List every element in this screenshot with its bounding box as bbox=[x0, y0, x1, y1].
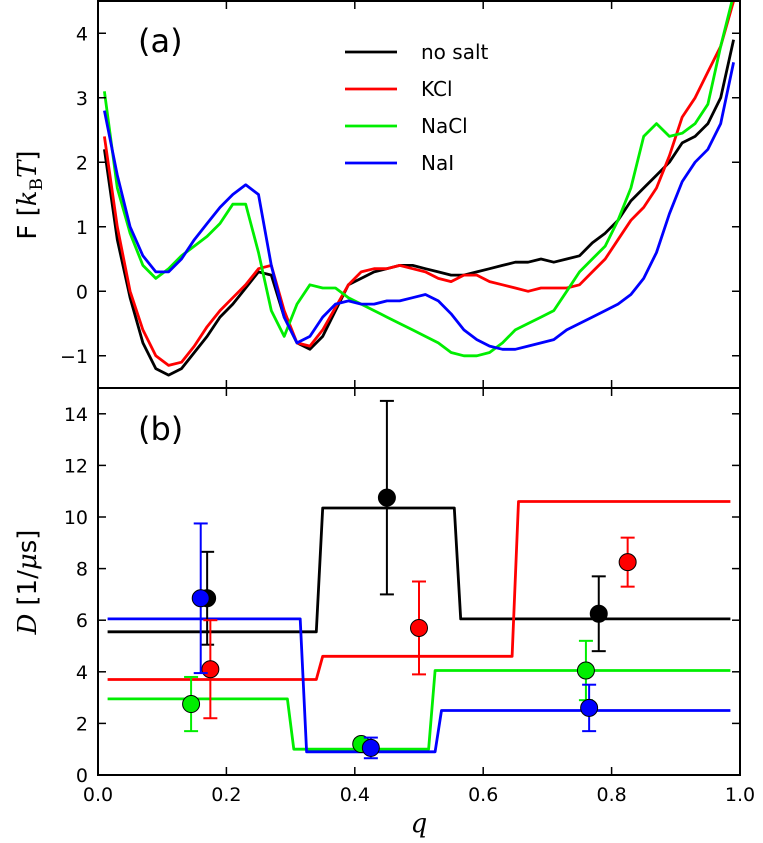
point-marker bbox=[377, 488, 396, 507]
panel-b-ylabel-mu: μ bbox=[13, 553, 43, 570]
b-ytick-label: 8 bbox=[76, 559, 88, 581]
panel-b-ylabel-unit: s] bbox=[13, 530, 43, 554]
data-point-nai bbox=[361, 736, 380, 760]
panel-b-label: (b) bbox=[138, 410, 183, 448]
point-marker bbox=[182, 695, 201, 714]
panel-b-points bbox=[182, 399, 637, 760]
panel-a-free-energy: −1 0 1 2 3 4 (a) F [kBT] no salt KCl NaCl NaI bbox=[13, 0, 741, 389]
data-point-kcl bbox=[618, 536, 637, 588]
b-ytick-label: 6 bbox=[76, 610, 88, 632]
point-marker bbox=[191, 589, 210, 608]
b-ytick-label: 12 bbox=[64, 455, 88, 477]
panel-a-ylabel-close: ] bbox=[13, 150, 43, 160]
data-point-no-salt bbox=[589, 575, 608, 653]
panel-b-series bbox=[107, 500, 731, 754]
a-ytick-label: 4 bbox=[76, 23, 88, 45]
panel-a-ylabel-sub: B bbox=[27, 178, 47, 191]
b-xtick-label: 0.0 bbox=[83, 784, 113, 806]
legend-label-nacl: NaCl bbox=[421, 114, 468, 138]
panel-b-ticks: 0 2 4 6 8 10 12 14 0.0 0.2 0.4 0.6 0.8 1.0 bbox=[64, 388, 755, 806]
data-point-nai bbox=[191, 522, 210, 675]
legend-label-kcl: KCl bbox=[421, 77, 453, 101]
panel-b-diffusion: 0 2 4 6 8 10 12 14 0.0 0.2 0.4 0.6 0.8 1.0 (b) D [1/μs… bbox=[13, 387, 755, 839]
series-step-b-no-salt bbox=[107, 506, 731, 634]
series-line-a-nacl bbox=[103, 1, 734, 358]
legend: no salt KCl NaCl NaI bbox=[345, 40, 489, 175]
series-line-a-no-salt bbox=[103, 39, 735, 377]
point-marker bbox=[576, 661, 595, 680]
b-ytick-label: 2 bbox=[76, 713, 88, 735]
panel-b-ylabel: D [1/μs] bbox=[13, 530, 43, 636]
data-point-nai bbox=[580, 683, 599, 733]
a-ytick-label: 3 bbox=[76, 88, 88, 110]
legend-label-nai: NaI bbox=[421, 151, 454, 175]
panel-a-ylabel-k: k bbox=[13, 190, 43, 206]
a-ytick-label: 1 bbox=[76, 217, 88, 239]
b-xtick-label: 1.0 bbox=[725, 784, 755, 806]
a-ytick-label: 0 bbox=[76, 281, 88, 303]
b-ytick-label: 4 bbox=[76, 662, 88, 684]
panel-a-label: (a) bbox=[138, 22, 183, 60]
panel-b-ylabel-bracket: [1/ bbox=[13, 570, 43, 606]
b-xtick-label: 0.2 bbox=[211, 784, 241, 806]
panel-a-ylabel: F [kBT] bbox=[13, 150, 47, 239]
data-point-kcl bbox=[201, 619, 220, 720]
point-marker bbox=[580, 698, 599, 717]
panel-b-xlabel: q bbox=[411, 809, 428, 839]
b-ytick-label: 0 bbox=[76, 765, 88, 787]
b-ytick-label: 14 bbox=[64, 404, 88, 426]
point-marker bbox=[201, 660, 220, 679]
panel-a-ylabel-main: F [ bbox=[13, 206, 43, 239]
series-line-a-kcl bbox=[103, 1, 735, 367]
point-marker bbox=[361, 738, 380, 757]
data-point-nacl bbox=[182, 675, 201, 733]
b-xtick-label: 0.6 bbox=[468, 784, 498, 806]
data-point-nacl bbox=[576, 639, 595, 702]
a-ytick-label: −1 bbox=[60, 346, 88, 368]
series-step-b-kcl bbox=[107, 500, 731, 681]
panel-a-frame bbox=[97, 0, 741, 389]
legend-label-no-salt: no salt bbox=[421, 40, 489, 64]
b-xtick-label: 0.4 bbox=[340, 784, 370, 806]
panel-b-frame bbox=[97, 387, 741, 776]
data-point-no-salt bbox=[377, 399, 396, 596]
b-ytick-label: 10 bbox=[64, 507, 88, 529]
data-point-kcl bbox=[410, 580, 428, 676]
a-ytick-label: 2 bbox=[76, 152, 88, 174]
point-marker bbox=[410, 618, 428, 637]
panel-b-ylabel-main: D bbox=[13, 613, 43, 635]
panel-a-series bbox=[103, 1, 735, 377]
point-marker bbox=[618, 553, 637, 572]
b-xtick-label: 0.8 bbox=[596, 784, 626, 806]
series-line-a-nai bbox=[103, 62, 735, 351]
point-marker bbox=[589, 604, 608, 623]
panel-a-ylabel-T: T bbox=[13, 159, 43, 178]
